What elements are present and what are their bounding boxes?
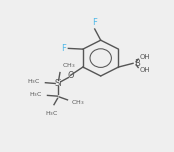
Text: H$_3$C: H$_3$C: [27, 78, 40, 86]
Text: CH$_3$: CH$_3$: [62, 61, 76, 70]
Text: B: B: [135, 59, 140, 68]
Text: F: F: [61, 44, 66, 53]
Text: Si: Si: [54, 79, 62, 88]
Text: OH: OH: [140, 54, 150, 60]
Text: OH: OH: [140, 67, 150, 73]
Text: H$_3$C: H$_3$C: [29, 90, 43, 99]
Text: F: F: [92, 18, 97, 27]
Text: H$_3$C: H$_3$C: [45, 109, 59, 118]
Text: CH$_3$: CH$_3$: [72, 98, 85, 107]
Text: O: O: [67, 71, 74, 81]
